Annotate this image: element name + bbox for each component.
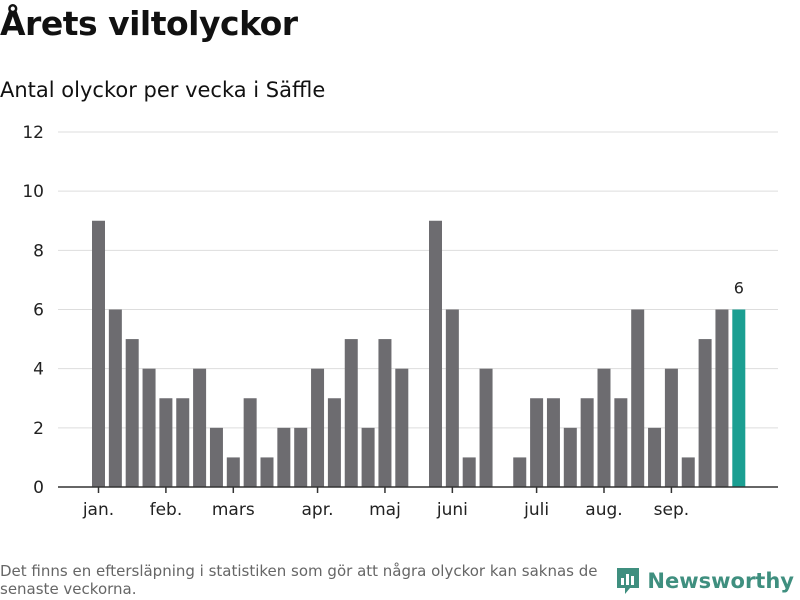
x-tick-label: juni (436, 500, 468, 520)
bar (614, 398, 628, 487)
bar (176, 398, 190, 487)
bar (209, 427, 223, 487)
bar (378, 339, 392, 487)
y-tick-label: 6 (33, 301, 44, 321)
y-tick-label: 0 (33, 478, 44, 498)
bar (193, 368, 207, 487)
bar (546, 398, 560, 487)
chart-title: Årets viltolyckor (0, 4, 298, 43)
bar (580, 398, 594, 487)
bar-highlight (732, 309, 746, 487)
bar-value-label: 6 (734, 279, 744, 298)
bar (698, 339, 712, 487)
footnote: Det finns en eftersläpning i statistiken… (0, 562, 598, 598)
y-tick-label: 8 (33, 241, 44, 261)
x-tick-label: juli (523, 500, 549, 520)
x-tick-label: apr. (302, 500, 334, 520)
bar (108, 309, 122, 487)
x-tick-label: feb. (150, 500, 183, 520)
bar (395, 368, 409, 487)
bar (226, 457, 240, 487)
y-tick-label: 4 (33, 360, 44, 380)
bar (429, 220, 442, 487)
bar (311, 368, 325, 487)
y-tick-label: 10 (22, 182, 44, 202)
bar (125, 339, 139, 487)
bar (344, 339, 358, 487)
x-tick-label: maj (369, 500, 401, 520)
bar (277, 427, 291, 487)
bar (260, 457, 274, 487)
bar (597, 368, 611, 487)
y-tick-label: 12 (22, 123, 44, 143)
bar (462, 457, 476, 487)
bar (243, 398, 257, 487)
bar (563, 427, 577, 487)
bar (159, 398, 173, 487)
brand[interactable]: Newsworthy (615, 566, 794, 596)
bar (681, 457, 695, 487)
newsworthy-logo-icon (617, 568, 640, 594)
x-tick-label: sep. (654, 500, 690, 520)
bar (715, 309, 729, 487)
y-tick-label: 2 (33, 419, 44, 439)
bar (294, 427, 308, 487)
x-tick-label: jan. (82, 500, 114, 520)
bar-chart: 0 2 4 6 8 10 12 6 jan. feb. mars apr. maj juni juli aug… (22, 123, 778, 520)
bar (361, 427, 375, 487)
bar (530, 398, 544, 487)
bar (92, 220, 105, 487)
bar (445, 309, 459, 487)
bar (513, 457, 527, 487)
bar (631, 309, 645, 487)
bar (327, 398, 341, 487)
bar (648, 427, 662, 487)
x-tick-label: mars (212, 500, 255, 520)
bar (479, 368, 493, 487)
chart-subtitle: Antal olyckor per vecka i Säffle (0, 78, 326, 102)
brand-name: Newsworthy (647, 569, 794, 593)
bar (664, 368, 678, 487)
bar (142, 368, 156, 487)
x-tick-label: aug. (585, 500, 622, 520)
